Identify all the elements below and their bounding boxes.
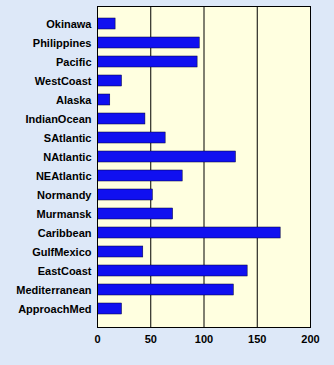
svg-text:Caribbean: Caribbean xyxy=(38,227,92,239)
svg-text:IndianOcean: IndianOcean xyxy=(25,113,91,125)
svg-text:NAtlantic: NAtlantic xyxy=(43,151,91,163)
svg-text:WestCoast: WestCoast xyxy=(35,75,92,87)
svg-text:Murmansk: Murmansk xyxy=(36,208,92,220)
svg-text:Pacific: Pacific xyxy=(56,56,91,68)
svg-text:Philippines: Philippines xyxy=(33,37,92,49)
svg-text:GulfMexico: GulfMexico xyxy=(32,246,92,258)
svg-text:150: 150 xyxy=(248,333,266,345)
svg-text:0: 0 xyxy=(94,333,100,345)
svg-text:NEAtlantic: NEAtlantic xyxy=(36,170,92,182)
svg-text:SAtlantic: SAtlantic xyxy=(44,132,92,144)
svg-text:100: 100 xyxy=(195,333,213,345)
svg-text:ApproachMed: ApproachMed xyxy=(18,303,91,315)
svg-text:Alaska: Alaska xyxy=(56,94,92,106)
svg-text:Okinawa: Okinawa xyxy=(46,18,92,30)
svg-text:Mediterranean: Mediterranean xyxy=(16,284,91,296)
svg-text:200: 200 xyxy=(301,333,319,345)
svg-text:50: 50 xyxy=(145,333,157,345)
svg-text:Normandy: Normandy xyxy=(37,189,92,201)
svg-text:EastCoast: EastCoast xyxy=(38,265,92,277)
